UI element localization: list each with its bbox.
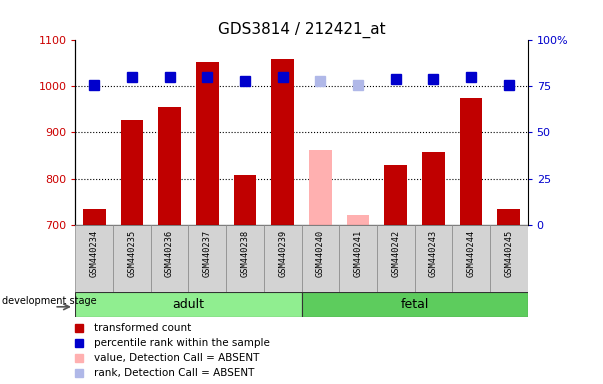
Title: GDS3814 / 212421_at: GDS3814 / 212421_at xyxy=(218,22,385,38)
Bar xyxy=(121,119,144,225)
Text: GSM440242: GSM440242 xyxy=(391,229,400,276)
Bar xyxy=(226,225,264,292)
Bar xyxy=(422,152,444,225)
Bar xyxy=(452,225,490,292)
Text: transformed count: transformed count xyxy=(94,323,191,333)
Bar xyxy=(415,225,452,292)
Bar xyxy=(377,225,415,292)
Bar xyxy=(75,225,113,292)
Bar xyxy=(113,225,151,292)
Text: GSM440243: GSM440243 xyxy=(429,229,438,276)
Bar xyxy=(302,225,339,292)
Bar xyxy=(234,175,256,225)
Text: GSM440238: GSM440238 xyxy=(241,229,250,276)
Text: GSM440245: GSM440245 xyxy=(504,229,513,276)
Text: percentile rank within the sample: percentile rank within the sample xyxy=(94,338,270,348)
Bar xyxy=(271,59,294,225)
Bar xyxy=(188,225,226,292)
Text: GSM440244: GSM440244 xyxy=(467,229,476,276)
Bar xyxy=(264,225,302,292)
Bar xyxy=(151,225,188,292)
Text: GSM440241: GSM440241 xyxy=(353,229,362,276)
Bar xyxy=(302,292,528,317)
Text: GSM440235: GSM440235 xyxy=(127,229,136,276)
Text: GSM440237: GSM440237 xyxy=(203,229,212,276)
Bar xyxy=(347,215,369,225)
Text: GSM440236: GSM440236 xyxy=(165,229,174,276)
Bar xyxy=(459,98,482,225)
Text: development stage: development stage xyxy=(1,296,96,306)
Bar xyxy=(497,209,520,225)
Bar xyxy=(385,165,407,225)
Text: value, Detection Call = ABSENT: value, Detection Call = ABSENT xyxy=(94,353,259,363)
Bar xyxy=(339,225,377,292)
Bar xyxy=(490,225,528,292)
Text: fetal: fetal xyxy=(400,298,429,311)
Text: rank, Detection Call = ABSENT: rank, Detection Call = ABSENT xyxy=(94,368,254,378)
Text: GSM440240: GSM440240 xyxy=(316,229,325,276)
Text: GSM440239: GSM440239 xyxy=(278,229,287,276)
Text: GSM440234: GSM440234 xyxy=(90,229,99,276)
Bar xyxy=(196,62,219,225)
Bar xyxy=(309,150,332,225)
Bar xyxy=(158,107,181,225)
Bar xyxy=(83,209,106,225)
Text: adult: adult xyxy=(172,298,204,311)
Bar xyxy=(75,292,302,317)
